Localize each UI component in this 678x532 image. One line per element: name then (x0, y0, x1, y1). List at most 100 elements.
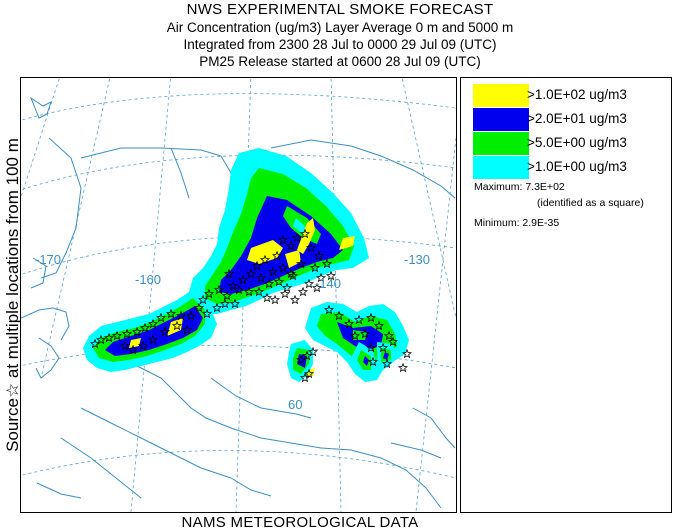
star-icon (325, 270, 337, 281)
star-icon (259, 254, 271, 265)
star-icon (147, 334, 159, 345)
star-icon (281, 282, 293, 293)
star-icon (229, 298, 241, 309)
star-icon (213, 284, 225, 295)
star-icon (171, 320, 183, 331)
star-icon (253, 286, 265, 297)
star-icon (343, 318, 355, 329)
star-icon (297, 286, 309, 297)
star-icon (323, 304, 335, 315)
legend-item-label: >1.0E+00 ug/m3 (527, 159, 627, 174)
legend-swatch (473, 108, 529, 131)
star-icon (261, 292, 273, 303)
star-icon (365, 312, 377, 323)
star-icon (95, 334, 107, 345)
star-icon (401, 348, 413, 359)
star-icon (165, 308, 177, 319)
star-icon (285, 240, 297, 251)
legend-swatch (473, 156, 529, 179)
star-icon (333, 310, 345, 321)
map-panel: -170 -160 -140 -130 60 (20, 77, 457, 513)
star-icon (299, 372, 311, 383)
star-icon (307, 346, 319, 357)
legend-item-label: >5.0E+00 ug/m3 (527, 135, 627, 150)
star-icon (89, 338, 101, 349)
star-icon (103, 332, 115, 343)
star-icon (277, 234, 289, 245)
star-icon (367, 356, 379, 367)
star-icon (197, 294, 209, 305)
star-icon (321, 258, 333, 269)
longitude-label-140: -140 (315, 276, 341, 291)
smoke-map: -170 -160 -140 -130 60 (21, 78, 456, 512)
star-icon (185, 310, 197, 321)
star-icon (243, 286, 255, 297)
longitude-label-160: -160 (135, 272, 161, 287)
integration-period: Integrated from 2300 28 Jul to 0000 29 J… (183, 37, 497, 52)
star-icon (255, 272, 267, 283)
star-icon (301, 350, 313, 361)
star-icon (119, 340, 131, 351)
star-icon (287, 270, 299, 281)
star-icon (303, 278, 315, 289)
star-icon (277, 262, 289, 273)
star-icon (295, 258, 307, 269)
legend-swatch (473, 84, 529, 107)
concentration-description: Air Concentration (ug/m3) Layer Average … (166, 20, 514, 35)
star-icon (181, 324, 193, 335)
forecast-title: NWS EXPERIMENTAL SMOKE FORECAST (186, 1, 494, 18)
star-icon (285, 268, 297, 279)
star-icon (387, 336, 399, 347)
star-icon (267, 266, 279, 277)
maximum-value: Maximum: 7.3E+02 (474, 181, 565, 193)
star-icon (353, 314, 365, 325)
star-icon (269, 294, 281, 305)
star-icon (201, 308, 213, 319)
star-icon (311, 282, 323, 293)
star-icon (305, 242, 317, 253)
star-icon (223, 268, 235, 279)
star-icon (263, 278, 275, 289)
star-icon (315, 272, 327, 283)
star-icon (349, 330, 361, 341)
star-icon (203, 288, 215, 299)
star-icon (273, 276, 285, 287)
legend-swatch (473, 132, 529, 155)
star-icon (137, 340, 149, 351)
star-icon (245, 268, 257, 279)
star-icon (383, 330, 395, 341)
star-icon (159, 326, 171, 337)
star-icon (139, 322, 151, 333)
star-icon (303, 368, 315, 379)
legend-item-level-3: >2.0E+01 ug/m3 (473, 108, 668, 132)
star-icon (289, 294, 301, 305)
latitude-label-60: 60 (288, 397, 302, 412)
star-icon (233, 284, 245, 295)
star-icon (299, 228, 311, 239)
star-icon (111, 330, 123, 341)
longitude-label-170: -170 (35, 252, 61, 267)
star-icon (147, 318, 159, 329)
star-icon (365, 342, 377, 353)
legend-item-level-1: >1.0E+00 ug/m3 (473, 156, 668, 180)
release-start: PM25 Release started at 0600 28 Jul 09 (… (199, 54, 481, 69)
star-icon (279, 288, 291, 299)
star-icon (211, 302, 223, 313)
star-icon (377, 342, 389, 353)
star-icon (193, 302, 205, 313)
fire-source-markers (89, 228, 413, 383)
minimum-value: Minimum: 2.9E-35 (474, 217, 560, 229)
data-source-footer: NAMS METEOROLOGICAL DATA (181, 514, 419, 531)
star-icon (309, 262, 321, 273)
star-icon (397, 362, 409, 373)
maximum-note: (identified as a square) (537, 197, 644, 209)
star-icon (121, 328, 133, 339)
star-icon (381, 358, 393, 369)
smoke-plume-north (189, 148, 369, 314)
smoke-plume-west (83, 292, 217, 372)
star-icon (373, 320, 385, 331)
star-icon (155, 312, 167, 323)
star-icon (295, 354, 307, 365)
legend-panel: >1.0E+02 ug/m3 >2.0E+01 ug/m3 >5.0E+00 u… (460, 77, 672, 513)
star-icon (291, 232, 303, 243)
